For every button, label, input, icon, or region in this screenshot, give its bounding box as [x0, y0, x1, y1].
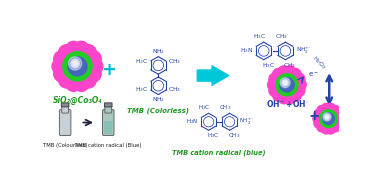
- Circle shape: [276, 74, 298, 96]
- Text: NH$_2^{+\cdot}$: NH$_2^{+\cdot}$: [239, 117, 255, 127]
- Circle shape: [81, 72, 96, 88]
- Circle shape: [317, 105, 327, 115]
- Circle shape: [323, 113, 334, 125]
- Circle shape: [282, 79, 288, 86]
- Circle shape: [284, 92, 296, 104]
- Text: CH$_3$: CH$_3$: [219, 103, 232, 112]
- Circle shape: [66, 41, 81, 57]
- Text: TMB cation radical (Blue): TMB cation radical (Blue): [75, 142, 141, 148]
- Circle shape: [321, 103, 331, 113]
- Circle shape: [85, 66, 101, 82]
- Circle shape: [278, 92, 290, 104]
- Circle shape: [280, 78, 294, 92]
- Circle shape: [330, 105, 340, 115]
- Circle shape: [317, 122, 327, 132]
- Circle shape: [333, 109, 343, 119]
- Text: H$_2$N: H$_2$N: [240, 47, 254, 55]
- Text: +: +: [101, 61, 116, 79]
- Text: H$_3$C: H$_3$C: [207, 132, 219, 140]
- Circle shape: [73, 61, 77, 66]
- Circle shape: [63, 52, 92, 81]
- Text: H$_3$C: H$_3$C: [253, 32, 266, 41]
- FancyBboxPatch shape: [102, 110, 114, 135]
- Circle shape: [319, 110, 338, 128]
- Text: H$_3$C: H$_3$C: [135, 85, 148, 94]
- Text: TMB (Colorless): TMB (Colorless): [127, 108, 189, 114]
- Circle shape: [268, 79, 280, 91]
- Circle shape: [333, 119, 343, 128]
- Circle shape: [54, 66, 70, 82]
- Text: NH$_2$: NH$_2$: [152, 96, 165, 105]
- Circle shape: [314, 119, 324, 128]
- Circle shape: [283, 81, 287, 85]
- FancyBboxPatch shape: [105, 105, 112, 113]
- Text: OH$^-$+OH$^{\cdot}$: OH$^-$+OH$^{\cdot}$: [266, 98, 308, 109]
- Circle shape: [278, 66, 290, 78]
- Circle shape: [54, 51, 70, 67]
- Text: CH$_3$: CH$_3$: [169, 57, 182, 66]
- Circle shape: [324, 114, 330, 119]
- Circle shape: [284, 66, 296, 78]
- FancyBboxPatch shape: [61, 103, 69, 107]
- Text: CH$_3$: CH$_3$: [284, 61, 296, 70]
- Circle shape: [68, 57, 82, 70]
- Circle shape: [289, 68, 301, 80]
- FancyBboxPatch shape: [62, 105, 68, 113]
- Text: NH$_2^{+\cdot}$: NH$_2^{+\cdot}$: [296, 46, 311, 56]
- Circle shape: [59, 45, 74, 61]
- Circle shape: [73, 76, 89, 91]
- Circle shape: [73, 41, 89, 57]
- Circle shape: [293, 85, 305, 96]
- Text: H$_3$C: H$_3$C: [135, 57, 148, 66]
- FancyArrowPatch shape: [197, 66, 229, 85]
- Circle shape: [52, 58, 68, 74]
- Circle shape: [335, 114, 344, 123]
- Circle shape: [280, 78, 290, 88]
- Circle shape: [326, 103, 336, 113]
- Circle shape: [294, 79, 306, 91]
- Circle shape: [323, 113, 331, 121]
- Text: TMB (Colourless): TMB (Colourless): [43, 142, 87, 148]
- Text: CH$_3$: CH$_3$: [228, 132, 240, 140]
- Circle shape: [289, 89, 301, 101]
- Circle shape: [330, 122, 340, 132]
- Circle shape: [326, 124, 336, 134]
- Circle shape: [269, 73, 281, 85]
- Circle shape: [293, 73, 305, 85]
- Text: H$_2$O$_2$: H$_2$O$_2$: [310, 54, 328, 72]
- Circle shape: [59, 72, 74, 88]
- Circle shape: [314, 109, 324, 119]
- FancyBboxPatch shape: [104, 103, 112, 107]
- Text: TMB cation radical (blue): TMB cation radical (blue): [172, 149, 266, 156]
- Circle shape: [325, 116, 328, 118]
- Circle shape: [269, 85, 281, 96]
- Circle shape: [87, 58, 103, 74]
- Circle shape: [321, 124, 331, 134]
- Text: CH$_3$: CH$_3$: [274, 32, 287, 41]
- Circle shape: [85, 51, 101, 67]
- Circle shape: [273, 68, 285, 80]
- Text: H$_3$C: H$_3$C: [262, 61, 275, 70]
- FancyBboxPatch shape: [104, 121, 112, 134]
- Text: NH$_2$: NH$_2$: [152, 47, 165, 56]
- Circle shape: [66, 76, 81, 91]
- Text: H$_2$N: H$_2$N: [186, 117, 199, 126]
- Circle shape: [81, 45, 96, 61]
- Text: SiO₂@Co₃O₄: SiO₂@Co₃O₄: [53, 96, 102, 105]
- Circle shape: [313, 114, 322, 123]
- Circle shape: [273, 89, 285, 101]
- Circle shape: [68, 57, 87, 76]
- Circle shape: [71, 59, 79, 68]
- Text: CH$_3$: CH$_3$: [169, 85, 182, 94]
- Text: +: +: [309, 109, 321, 123]
- Text: H$_3$C: H$_3$C: [198, 103, 211, 112]
- FancyBboxPatch shape: [59, 110, 71, 135]
- Text: e$^-$: e$^-$: [308, 70, 319, 79]
